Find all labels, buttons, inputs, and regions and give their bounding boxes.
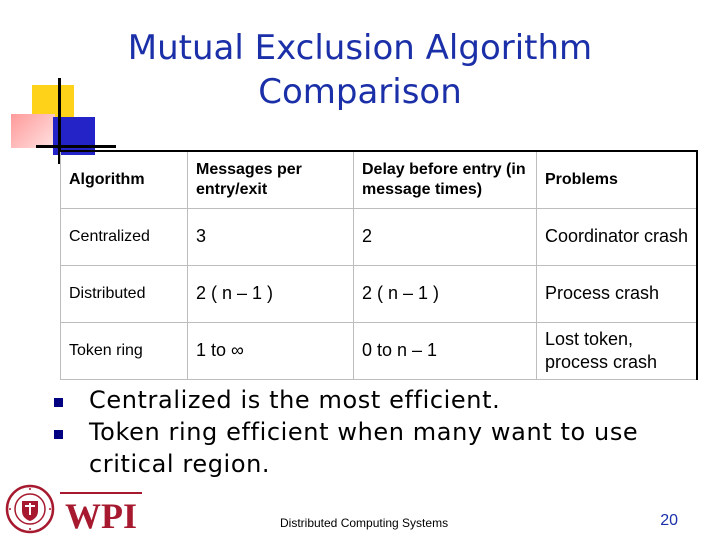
decorative-horizontal-line — [36, 145, 116, 148]
table-row: Centralized 3 2 Coordinator crash — [60, 207, 698, 266]
bullet-item: Token ring efficient when many want to u… — [52, 416, 672, 480]
bullet-square-icon — [54, 398, 63, 407]
cell-problems: Coordinator crash — [536, 207, 698, 266]
comparison-table: Algorithm Messages per entry/exit Delay … — [60, 150, 698, 380]
table-row: Distributed 2 ( n – 1 ) 2 ( n – 1 ) Proc… — [60, 264, 698, 323]
header-problems: Problems — [536, 150, 698, 209]
cell-problems: Process crash — [536, 264, 698, 323]
bullet-square-icon — [54, 430, 63, 439]
header-delay: Delay before entry (in message times) — [353, 150, 537, 209]
bullet-text: Centralized is the most efficient. — [89, 386, 501, 414]
header-messages: Messages per entry/exit — [187, 150, 354, 209]
cell-messages: 3 — [187, 207, 354, 266]
cell-delay: 2 ( n – 1 ) — [353, 264, 537, 323]
cell-problems: Lost token, process crash — [536, 321, 698, 380]
footer-text: Distributed Computing Systems — [280, 516, 449, 530]
cell-delay: 2 — [353, 207, 537, 266]
wpi-logo: WPI — [60, 492, 142, 534]
bullet-list: Centralized is the most efficient. Token… — [52, 384, 672, 480]
decorative-red-square — [11, 114, 55, 148]
title-line-1: Mutual Exclusion Algorithm — [127, 28, 593, 68]
page-number: 20 — [660, 512, 678, 529]
wpi-seal-icon — [5, 484, 55, 534]
cell-delay: 0 to n – 1 — [353, 321, 537, 380]
title-line-2: Comparison — [258, 72, 462, 112]
bullet-text: Token ring efficient when many want to u… — [89, 418, 639, 478]
cell-algorithm: Centralized — [60, 207, 188, 266]
header-algorithm: Algorithm — [60, 150, 188, 209]
decorative-vertical-line — [58, 78, 61, 164]
cell-algorithm: Token ring — [60, 321, 188, 380]
bullet-item: Centralized is the most efficient. — [52, 384, 672, 416]
slide-title: Mutual Exclusion Algorithm Comparison — [60, 26, 660, 114]
cell-messages: 2 ( n – 1 ) — [187, 264, 354, 323]
logo-text: WPI — [65, 496, 137, 534]
cell-messages: 1 to ∞ — [187, 321, 354, 380]
cell-algorithm: Distributed — [60, 264, 188, 323]
table-row: Token ring 1 to ∞ 0 to n – 1 Lost token,… — [60, 321, 698, 380]
table-header-row: Algorithm Messages per entry/exit Delay … — [60, 150, 698, 209]
